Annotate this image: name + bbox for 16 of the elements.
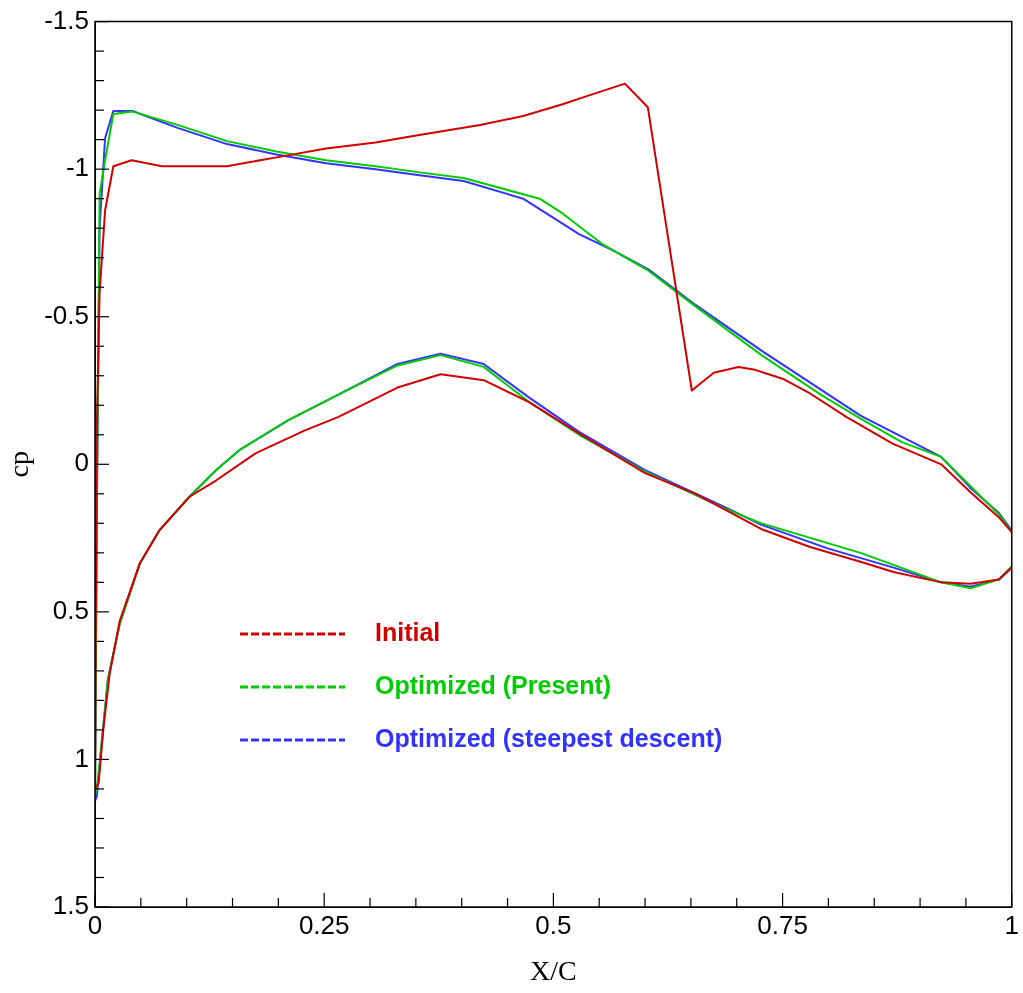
y-tick-label: 0: [74, 447, 89, 478]
legend-label: Optimized (Present): [375, 670, 612, 699]
y-tick-label: -1.5: [44, 4, 89, 35]
x-axis-title: X/C: [530, 954, 577, 986]
y-tick-label: -0.5: [44, 299, 89, 330]
x-tick-label: 0.25: [298, 909, 350, 940]
x-tick-label: 0.5: [535, 909, 572, 940]
x-tick-label: 0.75: [757, 909, 808, 940]
legend-label: Initial: [375, 617, 441, 646]
y-tick-label: -1: [65, 152, 89, 183]
legend-label: Optimized (steepest descent): [375, 723, 723, 752]
y-tick-label: 1.5: [52, 890, 89, 921]
y-tick-label: 1: [74, 742, 89, 773]
y-axis-title: cp: [3, 451, 35, 478]
y-tick-label: 0.5: [52, 595, 89, 626]
x-tick-label: 1: [1004, 909, 1019, 940]
